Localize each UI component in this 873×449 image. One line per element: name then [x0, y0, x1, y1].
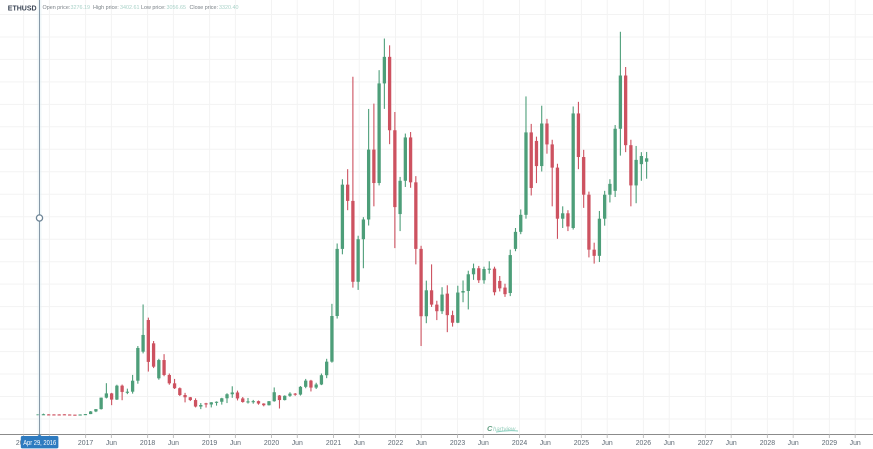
svg-text:2024: 2024 [512, 440, 527, 447]
svg-text:Jun: Jun [850, 440, 861, 447]
svg-text:Jun: Jun [168, 440, 179, 447]
svg-text:High price:: High price: [93, 5, 119, 11]
svg-text:Jun: Jun [602, 440, 613, 447]
svg-text:Low price:: Low price: [141, 5, 166, 11]
svg-text:ETHUSD: ETHUSD [8, 5, 37, 12]
svg-text:C: C [487, 424, 493, 433]
svg-text:Apr 29, 2016: Apr 29, 2016 [23, 438, 56, 447]
svg-text:3402.61: 3402.61 [120, 5, 140, 11]
svg-text:2025: 2025 [574, 440, 589, 447]
svg-text:Jun: Jun [478, 440, 489, 447]
svg-text:Jun: Jun [726, 440, 737, 447]
svg-text:hartview: hartview [493, 427, 516, 433]
svg-text:Jun: Jun [788, 440, 799, 447]
svg-text:2022: 2022 [388, 440, 403, 447]
svg-text:2028: 2028 [760, 440, 775, 447]
svg-text:Jun: Jun [230, 440, 241, 447]
svg-text:2017: 2017 [78, 440, 93, 447]
svg-text:Jun: Jun [416, 440, 427, 447]
svg-text:3056.65: 3056.65 [167, 5, 187, 11]
svg-text:Close price:: Close price: [190, 5, 218, 11]
svg-text:2021: 2021 [326, 440, 341, 447]
svg-text:3320.40: 3320.40 [219, 5, 239, 11]
svg-text:2019: 2019 [202, 440, 217, 447]
svg-text:2018: 2018 [140, 440, 155, 447]
svg-text:Jun: Jun [106, 440, 117, 447]
svg-text:2029: 2029 [822, 440, 837, 447]
svg-text:Jun: Jun [540, 440, 551, 447]
svg-text:2023: 2023 [450, 440, 465, 447]
svg-text:Jun: Jun [664, 440, 675, 447]
svg-text:Open price:: Open price: [43, 5, 71, 11]
svg-text:2026: 2026 [636, 440, 651, 447]
svg-text:3276.19: 3276.19 [71, 5, 91, 11]
svg-text:2027: 2027 [698, 440, 713, 447]
svg-text:2020: 2020 [264, 440, 279, 447]
svg-text:Jun: Jun [292, 440, 303, 447]
svg-text:Jun: Jun [354, 440, 365, 447]
